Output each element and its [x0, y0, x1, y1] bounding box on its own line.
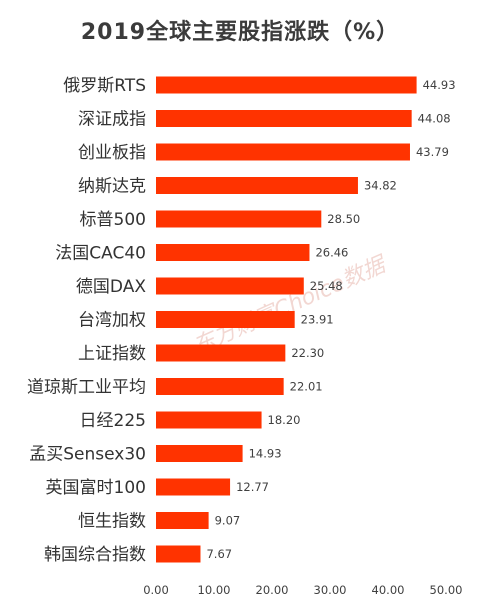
data-label: 26.46 — [315, 246, 348, 260]
category-label: 恒生指数 — [78, 512, 146, 532]
category-label: 德国DAX — [76, 277, 146, 297]
category-label: 孟买Sensex30 — [29, 445, 146, 465]
bar — [156, 478, 231, 496]
data-label: 22.30 — [291, 346, 324, 360]
data-label: 25.48 — [310, 279, 343, 293]
bar — [156, 445, 243, 462]
category-label: 深证成指 — [78, 110, 146, 130]
data-label: 28.50 — [327, 212, 360, 226]
watermark-text: 东方财富Choice数据 — [190, 251, 392, 359]
bar — [156, 110, 412, 127]
category-label: 日经225 — [80, 411, 146, 431]
data-label: 44.08 — [418, 112, 451, 126]
x-tick-label: 10.00 — [198, 583, 231, 597]
bar — [156, 244, 310, 261]
x-tick-label: 30.00 — [314, 583, 347, 597]
bar — [156, 210, 322, 228]
category-label: 法国CAC40 — [55, 244, 146, 264]
bar — [156, 143, 410, 161]
bar — [156, 277, 304, 295]
bar — [156, 344, 286, 362]
category-label: 台湾加权 — [78, 311, 146, 331]
category-label: 创业板指 — [78, 143, 146, 163]
bar — [156, 378, 284, 395]
data-label: 14.93 — [249, 447, 282, 461]
x-tick-label: 40.00 — [372, 583, 405, 597]
bar — [156, 177, 358, 194]
chart-title: 2019全球主要股指涨跌（%） — [80, 20, 400, 45]
category-label: 上证指数 — [78, 344, 146, 364]
bar — [156, 512, 209, 529]
category-label: 英国富时100 — [46, 478, 146, 498]
x-tick-label: 20.00 — [256, 583, 289, 597]
data-label: 22.01 — [290, 380, 323, 394]
category-label: 纳斯达克 — [78, 177, 146, 197]
category-label: 韩国综合指数 — [44, 545, 146, 565]
data-label: 34.82 — [364, 179, 397, 193]
bar — [156, 545, 201, 563]
bar — [156, 311, 295, 328]
x-tick-label: 50.00 — [430, 583, 463, 597]
data-label: 23.91 — [301, 313, 334, 327]
category-label: 道琼斯工业平均 — [27, 378, 146, 398]
bar — [156, 411, 262, 429]
data-label: 18.20 — [268, 413, 301, 427]
x-tick-label: 0.00 — [143, 583, 169, 597]
data-label: 44.93 — [423, 78, 456, 92]
category-label: 俄罗斯RTS — [63, 76, 146, 96]
data-label: 43.79 — [416, 145, 449, 159]
bar — [156, 76, 417, 94]
category-label: 标普500 — [80, 210, 146, 230]
data-label: 9.07 — [215, 514, 241, 528]
data-label: 7.67 — [206, 547, 232, 561]
data-label: 12.77 — [236, 480, 269, 494]
